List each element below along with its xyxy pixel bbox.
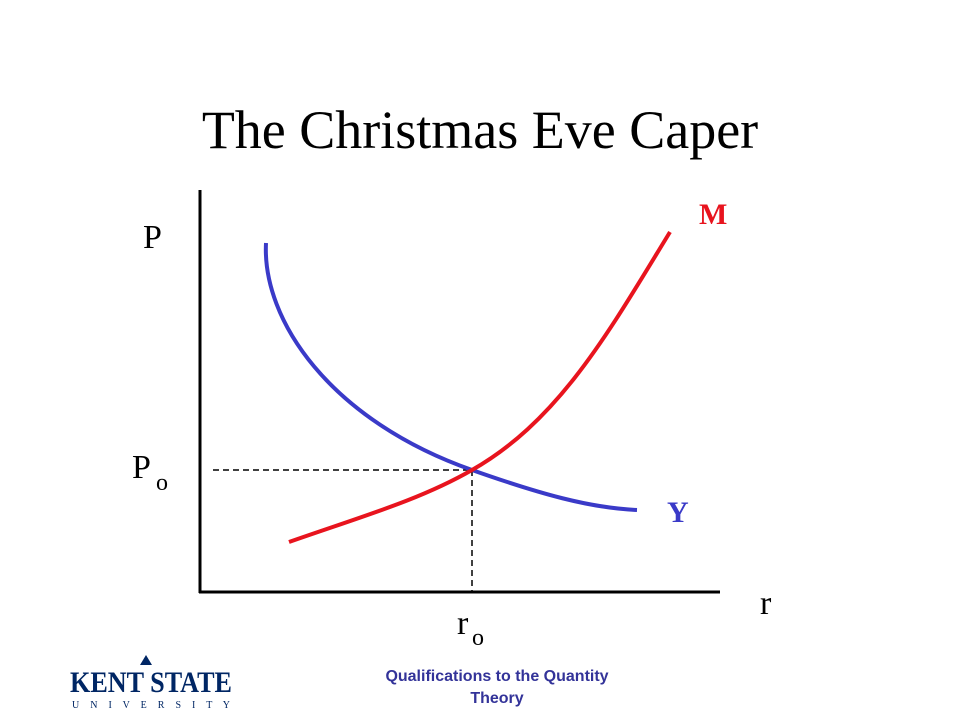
footer-text: Theory <box>470 690 523 707</box>
curve-label: M <box>699 198 727 231</box>
logo-mark <box>140 655 152 665</box>
m-curve <box>288 230 672 544</box>
equilibrium-label: P <box>132 449 151 486</box>
equilibrium-subscript: o <box>472 625 484 651</box>
y-curve <box>263 242 638 512</box>
equilibrium-label: r <box>457 605 469 642</box>
curve-label: Y <box>667 496 689 529</box>
y-axis-label: P <box>143 219 162 256</box>
logo-name: KENT STATE <box>70 666 232 699</box>
slide-title: The Christmas Eve Caper <box>202 100 758 160</box>
x-axis-label: r <box>760 585 772 622</box>
footer-text: Qualifications to the Quantity <box>385 668 608 685</box>
equilibrium-subscript: o <box>156 470 168 496</box>
logo-subtitle: U N I V E R S I T Y <box>72 700 230 711</box>
